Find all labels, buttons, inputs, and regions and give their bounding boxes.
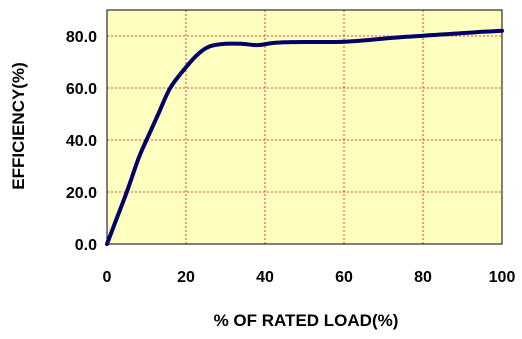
plot-frame (106, 9, 503, 245)
x-tick-label: 60 (335, 269, 353, 286)
x-tick-label: 0 (103, 269, 112, 286)
y-tick-labels: 0.0 20.0 40.0 60.0 80.0 (66, 29, 97, 254)
x-axis-title: % OF RATED LOAD(%) (214, 311, 399, 330)
efficiency-series-line (105, 28, 504, 246)
x-tick-label: 100 (489, 269, 516, 286)
x-tick-label: 20 (177, 269, 195, 286)
plot-area (107, 10, 502, 244)
x-tick-label: 80 (414, 269, 432, 286)
x-tick-labels: 0 20 40 60 80 100 (103, 269, 516, 286)
y-axis-title: EFFICIENCY(%) (9, 62, 28, 190)
x-tick-label: 40 (256, 269, 274, 286)
y-tick-label: 60.0 (66, 81, 97, 98)
y-tick-label: 0.0 (75, 237, 97, 254)
y-tick-label: 20.0 (66, 185, 97, 202)
y-tick-label: 80.0 (66, 29, 97, 46)
y-tick-label: 40.0 (66, 133, 97, 150)
